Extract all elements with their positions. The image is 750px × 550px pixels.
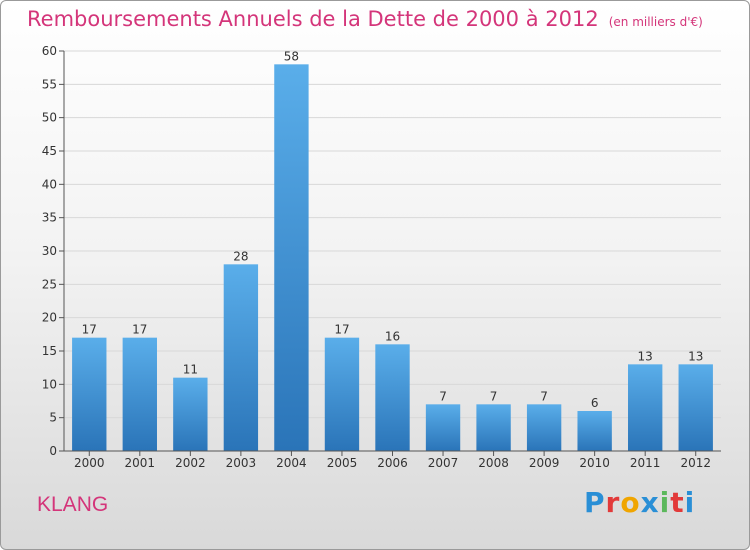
y-tick-label: 20: [42, 311, 57, 325]
x-tick-label-2001: 2001: [125, 456, 156, 470]
data-label-2004: 58: [284, 49, 299, 63]
x-tick-label-2008: 2008: [478, 456, 509, 470]
data-label-2000: 17: [82, 323, 97, 337]
proxiti-logo: Proxiti: [584, 486, 695, 519]
brand-letter: P: [584, 486, 606, 519]
data-labels: 17 17 11 28 58 17 16 7 7 7 6 13 13: [82, 49, 704, 410]
y-tick-label: 5: [49, 411, 57, 425]
brand-letter: r: [605, 486, 621, 519]
y-tick-label: 25: [42, 277, 57, 291]
chart-title: Remboursements Annuels de la Dette de 20…: [27, 7, 703, 31]
bar-2008: [476, 404, 511, 451]
y-tick-label: 10: [42, 377, 57, 391]
data-label-2009: 7: [540, 389, 548, 403]
x-tick-label-2011: 2011: [630, 456, 661, 470]
x-axis-ticks: 2000 2001 2002 2003 2004 2005 2006 2007 2008 2009…: [74, 451, 711, 470]
bar-2012: [678, 364, 713, 451]
bar-2011: [628, 364, 663, 451]
bar-2001: [122, 337, 157, 451]
x-tick-label-2009: 2009: [529, 456, 560, 470]
y-tick-label: 45: [42, 144, 57, 158]
y-axis-ticks: 0 5 10 15 20 25 30 35 40 45 50 55 60: [42, 44, 65, 458]
bar-2005: [324, 337, 360, 451]
chart-unit: (en milliers d'€): [608, 15, 703, 29]
bar-2006: [375, 344, 410, 451]
data-label-2011: 13: [638, 349, 653, 363]
x-tick-label-2003: 2003: [226, 456, 257, 470]
data-label-2006: 16: [385, 329, 400, 343]
x-tick-label-2012: 2012: [680, 456, 711, 470]
brand-letter: i: [659, 486, 671, 519]
y-tick-label: 40: [42, 177, 57, 191]
x-tick-label-2002: 2002: [175, 456, 206, 470]
bar-2009: [526, 404, 562, 451]
y-tick-label: 50: [42, 111, 57, 125]
x-tick-label-2010: 2010: [579, 456, 610, 470]
data-label-2002: 11: [183, 363, 198, 377]
x-tick-label-2004: 2004: [276, 456, 307, 470]
data-label-2008: 7: [490, 389, 498, 403]
x-tick-label-2000: 2000: [74, 456, 105, 470]
brand-letter: i: [684, 486, 696, 519]
y-tick-label: 55: [42, 77, 57, 91]
bar-2003: [223, 264, 259, 451]
data-label-2012: 13: [688, 349, 703, 363]
brand-letter: o: [620, 486, 641, 519]
data-label-2007: 7: [439, 389, 447, 403]
brand-letter: x: [640, 486, 660, 519]
data-label-2001: 17: [132, 323, 147, 337]
brand-letter: t: [670, 486, 685, 519]
chart-title-text: Remboursements Annuels de la Dette de 20…: [27, 7, 599, 31]
data-label-2005: 17: [334, 323, 349, 337]
data-label-2003: 28: [233, 249, 248, 263]
bars: [72, 64, 713, 452]
y-tick-label: 60: [42, 44, 57, 58]
y-tick-label: 30: [42, 244, 57, 258]
bar-2000: [72, 337, 107, 451]
x-tick-label-2005: 2005: [327, 456, 358, 470]
bar-2002: [173, 377, 208, 451]
bar-2007: [425, 404, 461, 451]
y-tick-label: 15: [42, 344, 57, 358]
data-label-2010: 6: [591, 396, 599, 410]
commune-name: KLANG: [37, 493, 109, 516]
x-tick-label-2006: 2006: [377, 456, 408, 470]
bar-2004: [274, 64, 309, 452]
y-tick-label: 0: [49, 444, 57, 458]
bar-2010: [577, 411, 612, 451]
x-tick-label-2007: 2007: [428, 456, 459, 470]
y-tick-label: 35: [42, 211, 57, 225]
